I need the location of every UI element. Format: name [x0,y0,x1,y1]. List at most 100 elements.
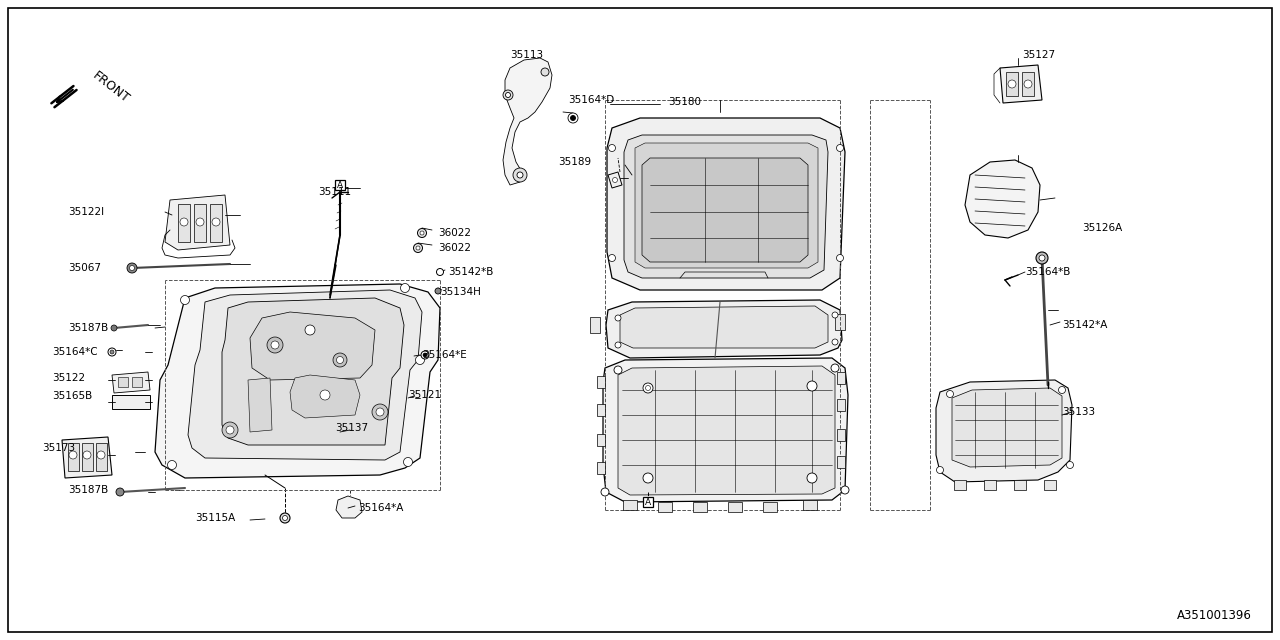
Polygon shape [1000,65,1042,103]
Circle shape [413,243,422,253]
Text: 35137: 35137 [335,423,369,433]
Circle shape [416,355,425,365]
Bar [1006,72,1018,96]
Bar [68,443,79,471]
Bar [954,480,966,490]
Circle shape [227,426,234,434]
Text: 35115A: 35115A [195,513,236,523]
Circle shape [614,315,621,321]
Circle shape [320,390,330,400]
Bar [837,429,845,441]
Bar [596,462,605,474]
Circle shape [212,218,220,226]
Circle shape [568,113,579,123]
Circle shape [831,364,838,372]
Circle shape [602,488,609,496]
Text: 35187B: 35187B [68,323,109,333]
Circle shape [837,145,844,152]
Polygon shape [965,160,1039,238]
Text: 35164*A: 35164*A [358,503,403,513]
Circle shape [1036,252,1048,264]
Circle shape [946,390,954,397]
Circle shape [420,231,424,235]
Circle shape [937,467,943,474]
Circle shape [1059,387,1065,394]
Bar [1044,480,1056,490]
Polygon shape [61,437,113,478]
Circle shape [333,353,347,367]
Bar [658,502,672,512]
Text: 35127: 35127 [1021,50,1055,60]
Bar [837,372,845,384]
Circle shape [503,90,513,100]
Circle shape [180,296,189,305]
Circle shape [513,168,527,182]
Polygon shape [608,172,622,188]
Text: 36022: 36022 [438,243,471,253]
Text: 35113: 35113 [509,50,543,60]
Circle shape [608,255,616,262]
Circle shape [168,461,177,470]
Circle shape [422,353,428,357]
Bar [195,204,206,242]
Circle shape [832,339,838,345]
Circle shape [69,451,77,459]
Circle shape [841,486,849,494]
Bar [596,376,605,388]
Bar [596,404,605,416]
Polygon shape [165,195,230,250]
Bar [984,480,996,490]
Circle shape [645,385,650,390]
Bar [1021,72,1034,96]
Circle shape [305,325,315,335]
Text: 35180: 35180 [668,97,701,107]
Text: 35164*B: 35164*B [1025,267,1070,277]
Bar [113,395,150,409]
Text: 35126A: 35126A [1082,223,1123,233]
Bar [837,456,845,468]
Text: FRONT: FRONT [90,69,132,106]
Polygon shape [625,135,828,278]
Text: A: A [337,180,343,189]
Circle shape [116,488,124,496]
Text: A: A [645,497,652,506]
Text: 35111: 35111 [317,187,351,197]
Circle shape [614,342,621,348]
Polygon shape [605,300,842,358]
Circle shape [608,145,616,152]
Bar [210,204,221,242]
Text: 36022: 36022 [438,228,471,238]
Circle shape [614,366,622,374]
Text: 35164*D: 35164*D [568,95,614,105]
Text: 35187B: 35187B [68,485,109,495]
Circle shape [97,451,105,459]
Bar [118,377,128,387]
Polygon shape [952,388,1062,467]
Polygon shape [643,158,808,262]
Circle shape [1066,461,1074,468]
Circle shape [83,451,91,459]
Polygon shape [248,378,273,432]
Circle shape [403,458,412,467]
Circle shape [837,255,844,262]
Bar [178,204,189,242]
Polygon shape [590,317,600,333]
Polygon shape [936,380,1073,482]
Bar [692,502,707,512]
Bar [96,443,108,471]
Circle shape [517,172,524,178]
Polygon shape [620,306,828,348]
Circle shape [643,473,653,483]
Circle shape [271,341,279,349]
Polygon shape [607,118,845,290]
Polygon shape [635,143,818,268]
Circle shape [506,93,511,97]
Circle shape [221,422,238,438]
Bar [132,377,142,387]
Polygon shape [503,58,552,185]
Polygon shape [221,298,404,445]
Bar [596,434,605,446]
Circle shape [196,218,204,226]
Circle shape [643,383,653,393]
Text: 35164*E: 35164*E [422,350,467,360]
